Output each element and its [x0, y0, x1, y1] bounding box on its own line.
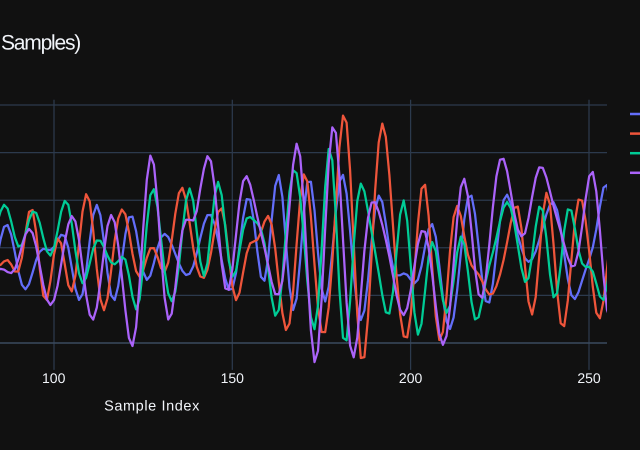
svg-text:250: 250 — [577, 370, 601, 386]
svg-text:200: 200 — [399, 370, 423, 386]
svg-text:150: 150 — [221, 370, 245, 386]
svg-text:Samples): Samples) — [1, 32, 80, 55]
svg-text:Sample Index: Sample Index — [104, 399, 200, 415]
svg-text:100: 100 — [42, 370, 66, 386]
